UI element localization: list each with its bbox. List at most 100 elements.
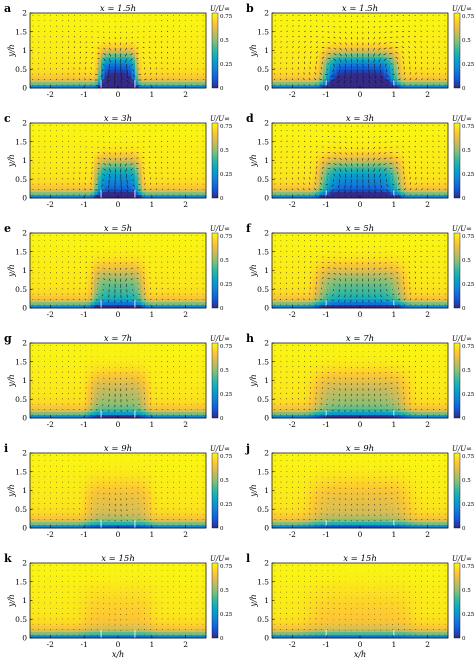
heat-cell xyxy=(373,13,378,17)
panel-a: -2 -1 0 1 200.511.52y/hx = 1.5ha00.250.50.75… xyxy=(4,2,233,99)
vector-arrow xyxy=(84,182,86,185)
heat-cell xyxy=(305,13,310,17)
heat-cell xyxy=(434,25,439,30)
heat-cell xyxy=(336,84,341,89)
vector-arrow xyxy=(350,42,353,46)
heat-cell xyxy=(50,141,55,146)
heat-cell xyxy=(393,66,398,70)
heat-cell xyxy=(168,72,173,76)
vector-arrow xyxy=(91,172,93,174)
heat-cell xyxy=(370,56,374,61)
heat-cell xyxy=(175,176,180,180)
heat-cell xyxy=(138,44,143,48)
heat-cell xyxy=(74,154,78,158)
heat-cell xyxy=(118,59,122,64)
vector-arrow xyxy=(401,46,405,49)
heat-cell xyxy=(158,132,163,136)
heat-cell xyxy=(80,144,85,149)
heat-cell xyxy=(87,47,92,51)
vector-arrow xyxy=(386,79,390,83)
vector-arrow xyxy=(321,51,325,54)
heat-cell xyxy=(80,129,85,133)
heat-cell xyxy=(178,166,183,171)
heat-cell xyxy=(404,53,408,58)
heat-cell xyxy=(121,148,126,152)
heat-cell xyxy=(53,81,58,86)
heat-cell xyxy=(145,135,149,140)
heat-cell xyxy=(299,84,303,89)
vector-arrow xyxy=(114,157,116,161)
heat-cell xyxy=(356,13,361,17)
heat-cell xyxy=(118,129,122,133)
heat-cell xyxy=(199,44,204,48)
vector-arrow xyxy=(403,72,406,75)
heat-cell xyxy=(410,75,415,80)
heat-cell xyxy=(80,126,85,130)
heat-cell xyxy=(168,163,173,168)
heat-cell xyxy=(182,126,187,130)
heat-cell xyxy=(74,141,78,146)
heat-cell xyxy=(305,63,310,67)
heat-cell xyxy=(349,63,354,67)
heat-cell xyxy=(162,148,166,152)
heat-cell xyxy=(118,191,122,196)
heat-cell xyxy=(36,144,41,149)
heat-cell xyxy=(155,188,160,193)
heat-cell xyxy=(60,44,65,48)
heat-cell xyxy=(67,126,72,130)
heat-cell xyxy=(316,47,320,51)
heat-cell xyxy=(175,59,180,64)
heat-cell xyxy=(97,141,102,146)
heat-cell xyxy=(282,22,286,26)
vector-arrow xyxy=(73,156,75,158)
heat-cell xyxy=(77,132,82,136)
heat-cell xyxy=(114,47,119,51)
vector-arrow xyxy=(125,157,128,161)
heat-cell xyxy=(63,182,68,186)
heat-cell xyxy=(199,176,204,180)
heat-cell xyxy=(336,19,341,23)
heat-cell xyxy=(114,13,119,17)
vector-arrow xyxy=(383,42,387,44)
heat-cell xyxy=(63,132,68,136)
vector-arrow xyxy=(125,47,128,51)
heat-cell xyxy=(319,34,324,39)
heat-cell xyxy=(165,28,170,33)
heat-cell xyxy=(192,69,197,73)
heat-cell xyxy=(195,56,200,61)
heat-cell xyxy=(404,41,408,45)
heat-cell xyxy=(178,75,183,80)
heat-cell xyxy=(370,66,374,70)
heat-cell xyxy=(175,144,180,149)
heat-cell xyxy=(104,144,109,149)
heat-cell xyxy=(299,59,303,64)
heat-cell xyxy=(272,13,276,17)
heat-cell xyxy=(427,44,432,48)
heat-cell xyxy=(427,56,432,61)
heat-cell xyxy=(199,185,204,190)
heat-cell xyxy=(299,19,303,23)
heat-cell xyxy=(124,34,129,39)
heat-cell xyxy=(131,16,136,20)
heat-cell xyxy=(346,59,351,64)
heat-cell xyxy=(376,34,381,39)
heat-cell xyxy=(410,22,415,26)
heat-cell xyxy=(189,157,193,161)
heat-cell xyxy=(145,72,149,76)
heat-cell xyxy=(175,132,180,136)
heat-cell xyxy=(370,34,374,39)
heat-cell xyxy=(305,72,310,76)
heat-cell xyxy=(148,169,153,174)
vector-arrow xyxy=(79,72,81,75)
heat-cell xyxy=(393,38,398,42)
heat-cell xyxy=(151,22,156,26)
heat-cell xyxy=(60,185,65,190)
heat-cell xyxy=(319,53,324,58)
heat-cell xyxy=(417,53,422,58)
heat-cell xyxy=(168,191,173,196)
heat-cell xyxy=(148,81,153,86)
heat-cell xyxy=(131,182,136,186)
heat-cell xyxy=(162,176,166,180)
vector-arrow xyxy=(409,77,412,81)
heat-cell xyxy=(305,22,310,26)
